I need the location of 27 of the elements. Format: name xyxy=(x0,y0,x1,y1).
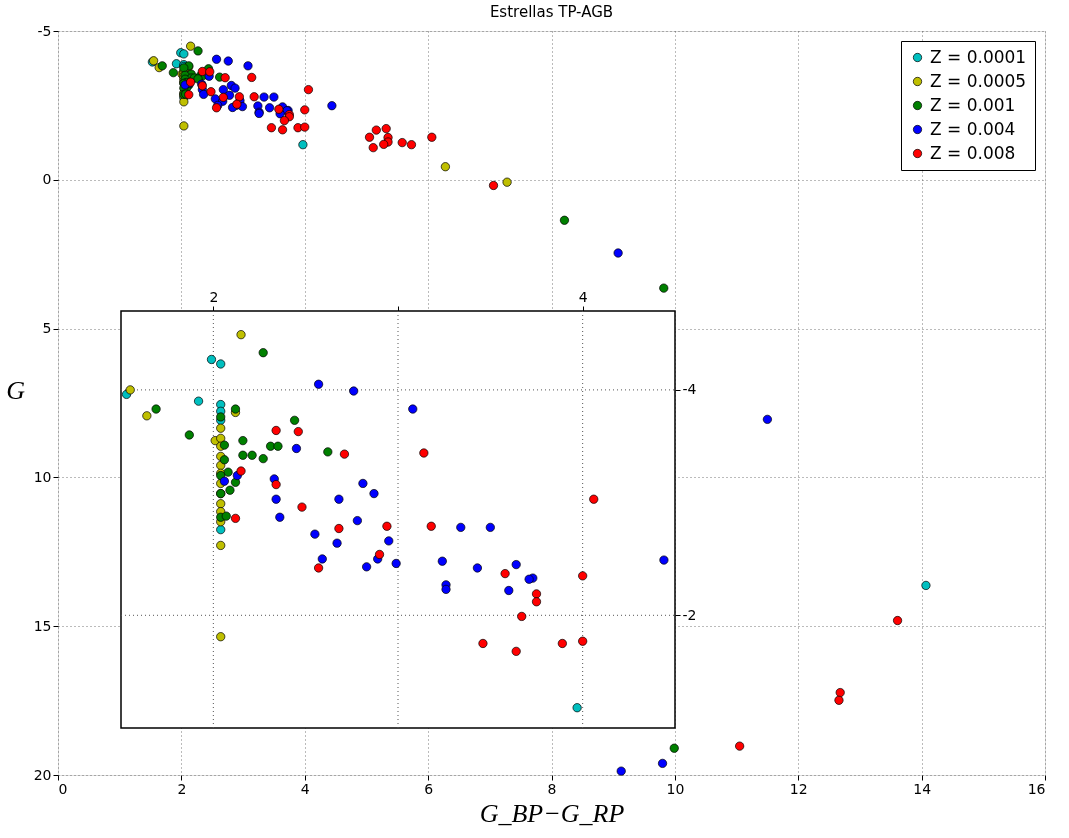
y-tick-label: 15 xyxy=(33,617,52,634)
x-tick-label: 4 xyxy=(300,780,310,797)
y-tick-label: 10 xyxy=(33,468,52,485)
x-tick-label: 14 xyxy=(913,780,932,797)
y-tick-label: 5 xyxy=(42,320,52,337)
y-tick-label: 0 xyxy=(42,171,52,188)
x-tick-label: 2 xyxy=(209,288,219,305)
legend-label: Z = 0.0001 xyxy=(930,46,1027,67)
y-tick-label: -5 xyxy=(37,22,52,39)
x-tick-label: 10 xyxy=(666,780,685,797)
x-tick-label: 16 xyxy=(1027,780,1046,797)
legend-label: Z = 0.0005 xyxy=(930,70,1027,91)
y-tick-label: 20 xyxy=(33,766,52,783)
x-axis-title: G_BP−G_RP xyxy=(479,798,625,828)
x-tick-label: 0 xyxy=(58,780,68,797)
x-tick-label: 8 xyxy=(547,780,557,797)
x-tick-label: 12 xyxy=(789,780,808,797)
y-axis-title: G xyxy=(6,375,26,405)
legend-label: Z = 0.001 xyxy=(930,94,1016,115)
y-tick-label: -2 xyxy=(682,606,697,623)
y-tick-label: -4 xyxy=(682,381,697,398)
x-tick-label: 6 xyxy=(424,780,434,797)
x-tick-label: 2 xyxy=(177,780,187,797)
legend-label: Z = 0.004 xyxy=(930,118,1016,139)
legend-label: Z = 0.008 xyxy=(930,142,1016,163)
x-tick-label: 4 xyxy=(578,288,588,305)
chart-title: Estrellas TP-AGB xyxy=(489,3,614,21)
